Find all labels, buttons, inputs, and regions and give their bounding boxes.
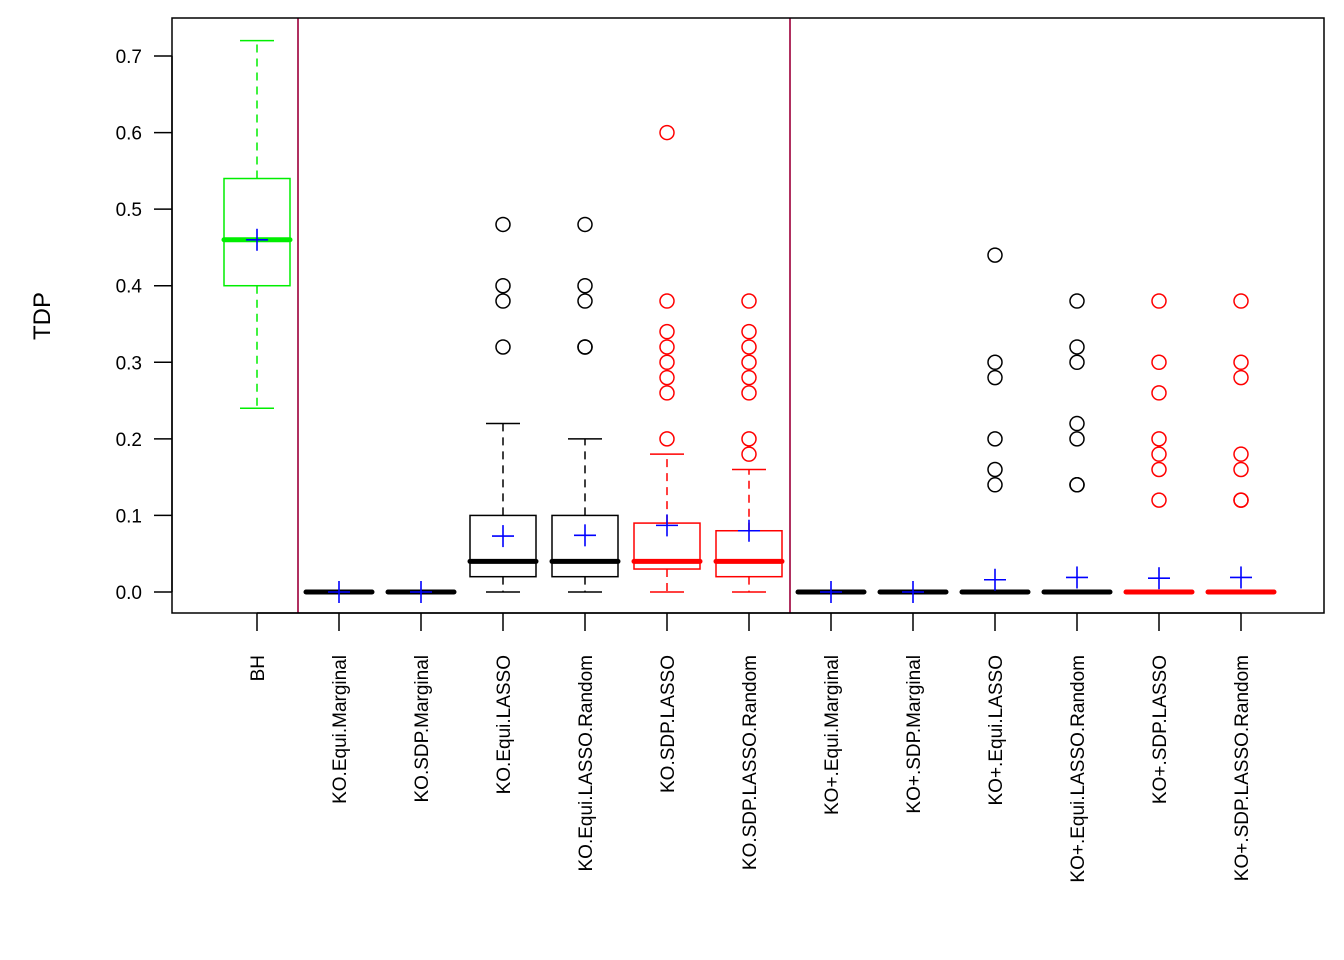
y-tick-label: 0.3 — [116, 353, 142, 374]
outlier-point — [1233, 354, 1249, 371]
box-9 — [959, 247, 1031, 595]
box-8 — [877, 581, 949, 603]
outlier-point — [659, 124, 675, 141]
outlier-point — [741, 323, 757, 340]
box-5 — [631, 124, 703, 593]
outlier-point — [987, 461, 1003, 478]
x-tick-label: KO.Equi.LASSO — [494, 655, 515, 794]
outlier-point — [1069, 415, 1085, 432]
outlier-point — [741, 431, 757, 447]
y-tick-label: 0.5 — [116, 200, 142, 221]
outlier-point — [1069, 293, 1085, 309]
x-tick-label: KO+.SDP.LASSO.Random — [1232, 655, 1253, 881]
outlier-point — [1233, 369, 1249, 386]
iqr-box — [551, 514, 619, 578]
outlier-point — [577, 293, 593, 309]
y-tick-label: 0.6 — [116, 124, 142, 145]
x-tick-label: KO.SDP.LASSO — [658, 655, 679, 793]
outlier-point — [659, 369, 675, 386]
x-tick-label: KO.Equi.Marginal — [330, 655, 351, 804]
box-12 — [1205, 293, 1277, 595]
plot-frame — [171, 17, 1325, 614]
outlier-point — [741, 385, 757, 401]
x-axis: BH KO.Equi.Marginal KO.SDP.Marginal KO.Equi… — [248, 612, 1253, 883]
outlier-point — [495, 293, 511, 309]
box-10 — [1041, 293, 1113, 595]
x-tick-label: KO.Equi.LASSO.Random — [576, 655, 597, 872]
outlier-point — [741, 293, 757, 309]
outlier-point — [495, 277, 511, 294]
outlier-point — [1233, 446, 1249, 462]
outlier-point — [987, 354, 1003, 371]
outlier-point — [659, 354, 675, 371]
outlier-point — [1233, 293, 1249, 309]
outlier-point — [1233, 492, 1249, 508]
outlier-point — [659, 431, 675, 447]
outlier-point — [577, 216, 593, 233]
x-tick-label: KO.SDP.Marginal — [412, 655, 433, 803]
outlier-point — [1151, 461, 1167, 478]
outlier-point — [659, 323, 675, 340]
y-tick-label: 0.0 — [116, 583, 142, 604]
outlier-point — [741, 354, 757, 371]
box-2 — [385, 581, 457, 603]
outlier-point — [659, 339, 675, 355]
outlier-point — [987, 369, 1003, 386]
plot-marks — [221, 18, 1277, 613]
outlier-point — [577, 277, 593, 294]
box-1 — [303, 581, 375, 603]
box-4 — [549, 216, 621, 593]
box-11 — [1123, 293, 1195, 595]
box-7 — [795, 581, 867, 603]
outlier-point — [1151, 431, 1167, 447]
outlier-point — [495, 339, 511, 355]
iqr-box — [469, 514, 537, 578]
outlier-point — [987, 247, 1003, 263]
y-axis: 0.0 0.1 0.2 0.3 0.4 0.5 0.6 0.7 — [116, 47, 173, 604]
outlier-point — [987, 431, 1003, 447]
x-tick-label: KO+.Equi.LASSO.Random — [1068, 655, 1089, 883]
outlier-point — [741, 446, 757, 462]
outlier-point — [1151, 492, 1167, 508]
x-tick-label: KO.SDP.LASSO.Random — [740, 655, 761, 870]
y-axis-label: TDP — [29, 292, 56, 340]
outlier-point — [495, 216, 511, 233]
x-tick-label: BH — [248, 655, 269, 681]
y-tick-label: 0.2 — [116, 430, 142, 451]
outlier-point — [659, 293, 675, 309]
outlier-point — [1233, 461, 1249, 478]
y-tick-label: 0.7 — [116, 47, 142, 68]
outlier-point — [987, 477, 1003, 493]
y-tick-label: 0.4 — [116, 277, 143, 298]
outlier-point — [1151, 293, 1167, 309]
x-tick-label: KO+.SDP.LASSO — [1150, 655, 1171, 804]
outlier-point — [1069, 431, 1085, 447]
y-tick-label: 0.1 — [116, 506, 142, 527]
x-tick-label: KO+.Equi.LASSO — [986, 655, 1007, 806]
outlier-point — [1151, 354, 1167, 371]
outlier-point — [659, 385, 675, 401]
outlier-point — [1069, 339, 1085, 355]
box-6 — [713, 293, 785, 593]
box-3 — [467, 216, 539, 593]
outlier-point — [1151, 446, 1167, 462]
outlier-point — [1069, 477, 1085, 493]
outlier-point — [577, 339, 593, 355]
outlier-point — [1069, 354, 1085, 371]
outlier-point — [741, 339, 757, 355]
box-0 — [221, 39, 293, 409]
iqr-box — [223, 177, 291, 287]
x-tick-label: KO+.SDP.Marginal — [904, 655, 925, 814]
outlier-point — [741, 369, 757, 386]
outlier-point — [1151, 385, 1167, 401]
x-tick-label: KO+.Equi.Marginal — [822, 655, 843, 815]
